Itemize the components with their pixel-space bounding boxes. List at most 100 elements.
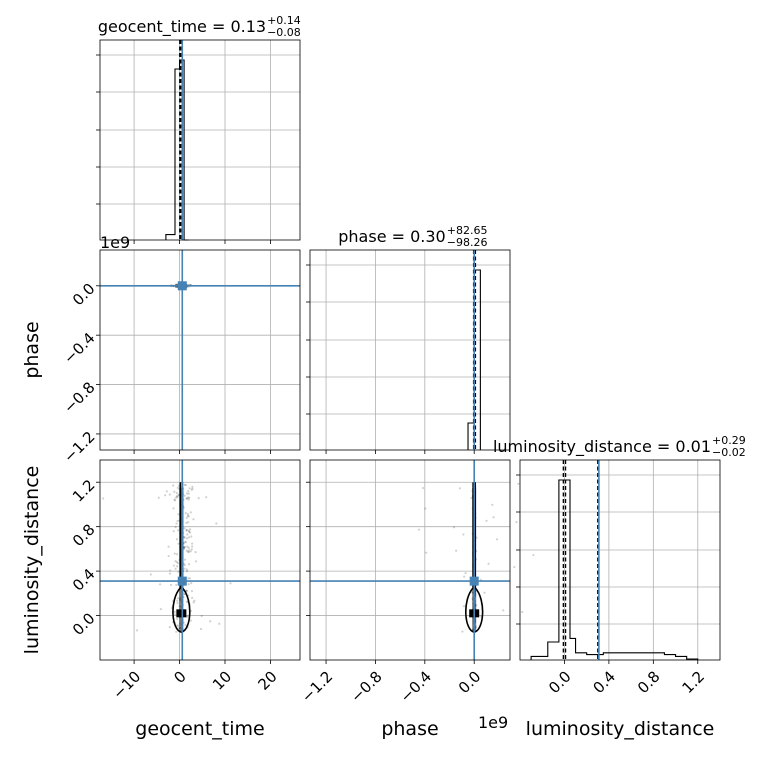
y-tick-label: 0.4 xyxy=(69,565,99,595)
sample-point xyxy=(185,521,188,524)
y-tick-label: −0.4 xyxy=(60,329,98,367)
sample-point xyxy=(169,569,172,572)
sample-point xyxy=(185,497,188,500)
sample-point xyxy=(187,577,190,580)
title-error-minus: −98.26 xyxy=(447,236,488,249)
sample-point xyxy=(175,522,178,525)
sample-point xyxy=(495,538,499,541)
sample-point xyxy=(205,496,208,499)
sample-point xyxy=(176,519,179,523)
sample-point xyxy=(135,629,139,632)
sample-point xyxy=(185,537,189,540)
sample-point xyxy=(188,530,191,533)
sample-point xyxy=(470,496,473,500)
sample-point xyxy=(192,601,195,604)
sample-point xyxy=(185,549,188,552)
sample-point xyxy=(177,570,180,573)
sample-point xyxy=(175,553,179,556)
sample-point xyxy=(189,619,193,622)
title-phase: phase = 0.30 xyxy=(338,227,445,246)
sample-point xyxy=(176,562,180,565)
x-offset-text-phase: 1e9 xyxy=(478,713,508,732)
y-tick-label: 0.8 xyxy=(69,520,99,550)
sample-point xyxy=(458,487,461,490)
sample-point xyxy=(199,627,203,631)
sample-point xyxy=(176,599,179,602)
y-axis-label-luminosity-distance: luminosity_distance xyxy=(21,466,43,655)
title-geocent_time: geocent_time = 0.13 xyxy=(98,17,266,37)
title-error-plus: +82.65 xyxy=(447,224,488,237)
sample-point xyxy=(185,516,188,520)
sample-point xyxy=(174,525,177,529)
sample-point xyxy=(191,542,194,545)
sample-point xyxy=(183,547,186,550)
sample-point xyxy=(187,536,191,539)
sample-point xyxy=(183,527,186,530)
sample-point xyxy=(193,599,196,602)
sample-point xyxy=(192,518,195,521)
sample-point xyxy=(183,536,186,539)
sample-point xyxy=(191,487,194,490)
sample-point xyxy=(461,630,464,633)
y-tick-label: 0.0 xyxy=(69,280,99,310)
sample-point xyxy=(158,583,162,586)
sample-point xyxy=(209,620,212,623)
sample-point xyxy=(185,589,189,592)
panel-frame xyxy=(99,249,301,451)
sample-point xyxy=(184,540,187,544)
sample-point xyxy=(175,495,179,498)
sample-point xyxy=(173,552,176,555)
truth-marker xyxy=(469,576,479,586)
sample-point xyxy=(485,519,488,522)
sample-point xyxy=(175,561,178,564)
sample-point xyxy=(187,550,191,554)
sample-point xyxy=(175,583,178,587)
sample-point xyxy=(187,498,190,501)
sample-point xyxy=(218,622,221,625)
sample-point xyxy=(185,529,188,532)
sample-point xyxy=(173,498,176,501)
sample-point xyxy=(167,554,170,558)
sample-point xyxy=(190,488,193,491)
panel-frame xyxy=(99,39,301,241)
sample-point xyxy=(183,546,186,549)
sample-point xyxy=(183,564,186,567)
x-tick-label: 20 xyxy=(254,668,280,694)
sample-point xyxy=(157,496,160,499)
sample-point xyxy=(187,490,190,493)
sample-point xyxy=(187,549,191,552)
x-tick-label: 0 xyxy=(170,668,189,687)
sample-point xyxy=(177,513,180,516)
x-axis-label-luminosity-distance: luminosity_distance xyxy=(526,718,715,740)
sample-point xyxy=(168,625,171,629)
sample-point xyxy=(183,558,187,561)
sample-point xyxy=(175,538,179,541)
sample-point xyxy=(177,627,180,630)
sample-point xyxy=(164,494,167,497)
sample-point xyxy=(190,535,193,538)
x-tick-label: −1.2 xyxy=(298,668,336,706)
panel-frame xyxy=(309,459,511,661)
sample-point xyxy=(417,528,421,531)
panel-frame xyxy=(519,459,721,661)
sample-point xyxy=(190,582,193,585)
sample-point xyxy=(175,624,179,627)
panel-frame xyxy=(309,249,511,451)
x-tick-label: 10 xyxy=(209,668,235,694)
x-axis-label-geocent-time: geocent_time xyxy=(135,718,264,740)
x-tick-label: 0.8 xyxy=(634,668,664,698)
sample-point xyxy=(183,592,186,596)
sample-point xyxy=(492,516,495,519)
sample-point xyxy=(186,615,189,618)
sample-point xyxy=(183,567,186,570)
title-error-minus: −0.02 xyxy=(712,446,746,459)
sample-point xyxy=(172,507,175,510)
sample-point xyxy=(483,591,486,594)
sample-point xyxy=(149,573,152,576)
sample-point xyxy=(187,583,190,586)
sample-point xyxy=(172,530,175,533)
sample-point xyxy=(173,499,177,502)
sample-point xyxy=(215,522,218,525)
truth-marker xyxy=(177,281,187,291)
